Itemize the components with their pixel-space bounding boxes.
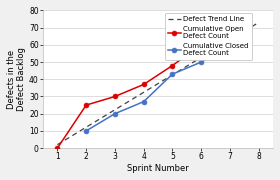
Cumulative Open
Defect Count [113,95,116,98]
X-axis label: Sprint Number: Sprint Number [127,164,189,173]
Cumulative Closed
Defect Count [142,101,145,103]
Cumulative Open
Defect Count [56,147,59,149]
Cumulative Open
Defect Count [142,83,145,86]
Cumulative Closed
Defect Count [113,113,116,115]
Line: Cumulative Closed
Defect Count: Cumulative Closed Defect Count [84,42,232,133]
Cumulative Open
Defect Count [228,35,232,37]
Cumulative Closed
Defect Count [85,130,88,132]
Cumulative Closed
Defect Count [171,73,174,75]
Line: Cumulative Open
Defect Count: Cumulative Open Defect Count [55,34,232,150]
Cumulative Open
Defect Count [199,44,203,46]
Legend: Defect Trend Line, Cumulative Open
Defect Count, Cumulative Closed
Defect Count: Defect Trend Line, Cumulative Open Defec… [165,13,252,60]
Cumulative Closed
Defect Count [199,61,203,63]
Cumulative Open
Defect Count [171,64,174,67]
Cumulative Open
Defect Count [85,104,88,106]
Y-axis label: Defects in the
Defect Backlog: Defects in the Defect Backlog [7,47,26,111]
Cumulative Closed
Defect Count [228,44,232,46]
